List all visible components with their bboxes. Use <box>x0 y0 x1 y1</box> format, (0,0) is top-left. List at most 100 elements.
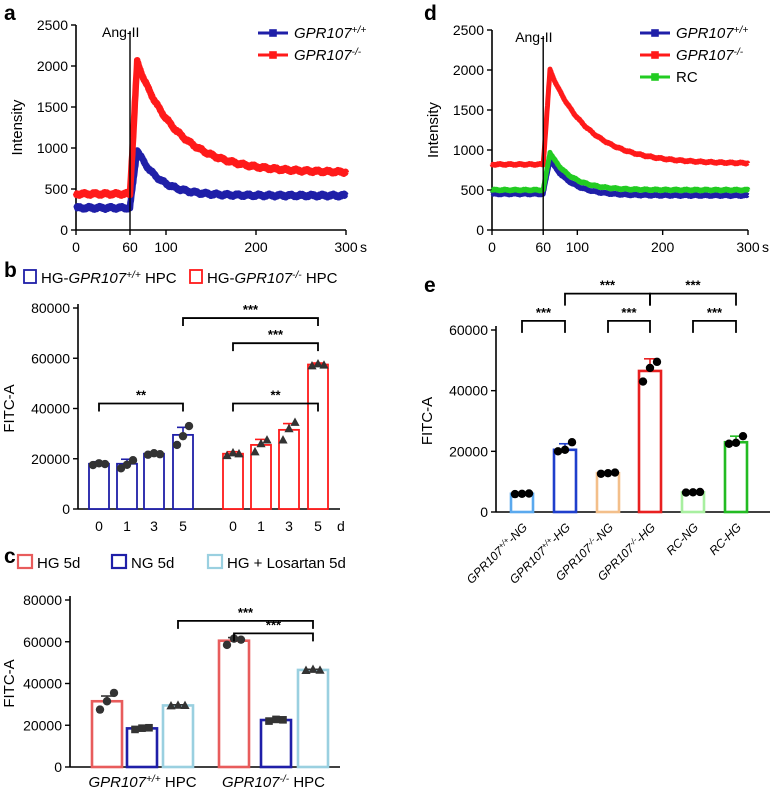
panel-c-data-point <box>173 700 183 709</box>
panel-c-label: c <box>4 545 16 568</box>
panel-e-bar <box>552 448 578 514</box>
panel-b-legend-label: HG-GPR107+/+ HPC <box>41 270 177 288</box>
panel-c-data-point <box>222 640 232 650</box>
panel-b-data-point <box>178 431 188 441</box>
panel-b-x-tick-label: 0 <box>229 518 237 534</box>
panel-e-data-point <box>553 447 563 456</box>
panel-e-data-point <box>603 468 613 478</box>
panel-d-legend-label-part: +/+ <box>734 25 749 36</box>
panel-e-sig-label: *** <box>685 278 701 293</box>
panel-a-y-tick-label: 1000 <box>37 140 68 156</box>
panel-a-legend-marker <box>269 29 277 37</box>
panel-c-data-point <box>265 717 273 725</box>
panel-c-sig-bracket <box>177 619 314 629</box>
panel-b-data-point <box>284 423 294 433</box>
panel-e-sig-label: *** <box>621 305 637 320</box>
panel-b-legend-swatch <box>189 269 203 284</box>
panel-b-bar <box>143 452 165 510</box>
panel-e-y-label: FITC-A <box>419 397 436 445</box>
panel-b-legend-swatch <box>23 269 37 284</box>
panel-d-y-tick-label: 1000 <box>453 142 484 158</box>
panel-d-legend-label-part: -/- <box>734 47 744 58</box>
panel-c-legend-swatch <box>110 553 128 570</box>
panel-e-data-point <box>524 489 534 498</box>
panel-b-data-point <box>290 417 300 426</box>
panel-b-legend-label-part: HG- <box>41 270 69 287</box>
panel-d-legend-label-part: GPR107 <box>676 25 734 42</box>
panel-c-legend-label: NG 5d <box>131 555 174 572</box>
panel-c-data-point <box>315 665 325 674</box>
panel-a-label: a <box>4 2 16 25</box>
panel-e-data-point <box>724 439 734 448</box>
panel-c-bar <box>161 704 195 769</box>
panel-a-legend-label-part: GPR107 <box>294 25 352 42</box>
panel-b-x-unit: d <box>337 518 345 534</box>
panel-c-x-group-label-part: -/- <box>280 774 290 785</box>
panel-e-data-point <box>596 469 606 478</box>
panel-c-x-group-label-part: GPR107 <box>88 774 146 791</box>
panel-c-bar <box>125 727 159 769</box>
panel-e-sig-bracket <box>521 320 566 333</box>
panel-c-sig-label: *** <box>238 605 254 620</box>
panel-c-data-point <box>145 723 153 732</box>
panel-a-x-tick-label: 100 <box>154 239 178 255</box>
panel-a-y-tick-label: 0 <box>60 222 68 238</box>
panel-a-y-tick-label: 1500 <box>37 99 68 115</box>
panel-e-sig-bracket <box>607 320 651 333</box>
panel-d-x-tick-label: 100 <box>566 239 590 255</box>
panel-b-data-point <box>228 447 238 457</box>
panel-d-y-tick-label: 0 <box>476 222 484 238</box>
panel-d-y-tick-label: 2000 <box>453 62 484 78</box>
panel-c-legend-label: HG + Losartan 5d <box>227 555 346 572</box>
panel-b-sig-bracket <box>98 402 184 412</box>
panel-b-legend-label-part: HPC <box>302 270 338 287</box>
panel-d-x-unit: s <box>762 239 769 255</box>
panel-a-legend-label-part: +/+ <box>352 25 367 36</box>
panel-b-data-point <box>250 446 260 456</box>
panel-b-bar <box>307 363 329 510</box>
panel-d-series--line <box>489 157 751 200</box>
panel-d-y-tick-label: 1500 <box>453 102 484 118</box>
panel-e-data-point <box>738 431 748 441</box>
panel-a-angii-label: Ang-II <box>102 24 139 40</box>
panel-d-legend-label: GPR107+/+ <box>676 25 748 43</box>
panel-b-data-point <box>313 358 323 368</box>
panel-b-y-tick-label: 60000 <box>31 350 70 366</box>
panel-d-label: d <box>424 2 437 25</box>
panel-a-series--line <box>72 56 350 199</box>
panel-c-data-point <box>138 724 146 732</box>
panel-c-x-group-label-part: GPR107 <box>222 774 280 791</box>
panel-b-x-tick-label: 0 <box>95 518 103 534</box>
panel-a-x-tick-label: 0 <box>72 239 80 255</box>
panel-b-data-point <box>234 448 244 458</box>
panel-b-x-tick-label: 1 <box>123 518 131 534</box>
panel-b-data-point <box>172 440 182 450</box>
panel-e-y-tick-label: 0 <box>480 504 488 520</box>
panel-b-y-tick-label: 20000 <box>31 451 70 467</box>
panel-e-data-point <box>645 363 655 373</box>
panel-d-y-tick-label: 2500 <box>453 22 484 38</box>
panel-a-x-tick-label: 60 <box>122 239 138 255</box>
panel-b-x-tick-label: 3 <box>285 518 293 534</box>
panel-a-legend-marker <box>269 51 277 59</box>
panel-c-bar <box>259 718 293 769</box>
panel-a-legend-label-part: -/- <box>352 47 362 58</box>
panel-a-y-tick-label: 2500 <box>37 17 68 33</box>
panel-b-x-tick-label: 3 <box>150 518 158 534</box>
panel-c-sig-label: *** <box>266 617 282 632</box>
panel-c-data-point <box>109 688 119 698</box>
panel-e-sig-bracket <box>564 292 651 306</box>
panel-e-sig-label: *** <box>536 305 552 320</box>
panel-a-legend-label: GPR107+/+ <box>294 25 366 43</box>
panel-b-data-point <box>256 438 266 448</box>
panel-b-legend-label-part: HPC <box>141 270 177 287</box>
panel-d-angii-label: Ang-II <box>515 29 552 45</box>
panel-b-x-tick-label: 5 <box>179 518 187 534</box>
panel-c-x-group-label: GPR107+/+ HPC <box>88 774 196 792</box>
panel-e-data-point <box>567 438 577 447</box>
panel-b-data-point <box>128 456 138 465</box>
panel-b-bar <box>88 462 110 510</box>
panel-a-x-unit: s <box>360 239 367 255</box>
panel-c-y-tick-label: 0 <box>54 759 62 775</box>
